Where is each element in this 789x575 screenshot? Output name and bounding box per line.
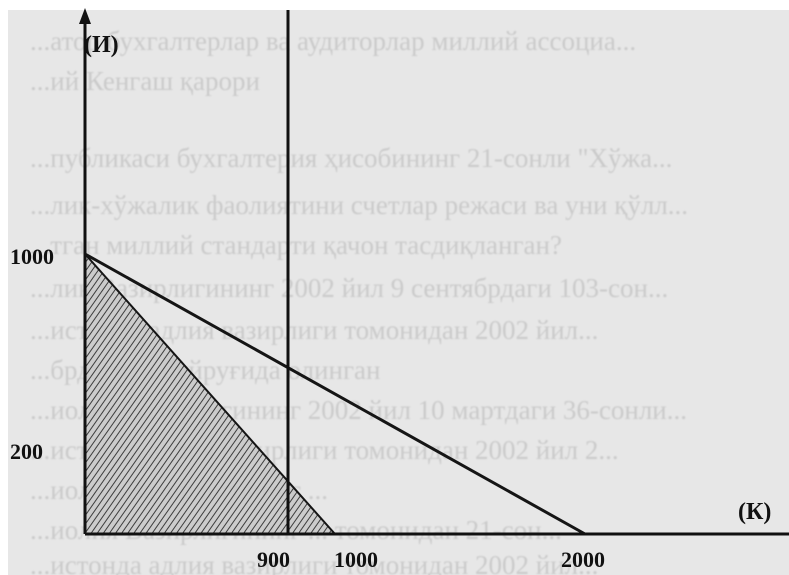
budget-line-outer bbox=[84, 252, 586, 536]
x-tick-label-900: 900 bbox=[257, 547, 290, 572]
background-text-line: ...ий Кенгаш қарори bbox=[30, 66, 260, 96]
y-tick-label-200: 200 bbox=[10, 439, 43, 464]
background-text-line: ...лик Вазирлигининг 2002 йил 9 сентябрд… bbox=[30, 273, 669, 303]
page-left-margin bbox=[0, 0, 8, 575]
x-tick-label-1000: 1000 bbox=[334, 547, 378, 572]
x-axis-label: (К) bbox=[738, 499, 771, 525]
y-axis-label: (И) bbox=[84, 32, 119, 58]
page-top-margin bbox=[0, 0, 789, 10]
background-text-line: ...лик-хўжалик фаолиятини счетлар режаси… bbox=[30, 190, 689, 220]
y-tick-label-1000: 1000 bbox=[10, 244, 54, 269]
y-axis-arrow bbox=[79, 8, 91, 24]
x-tick-label-2000: 2000 bbox=[561, 547, 605, 572]
background-text-line: ...тган миллий стандарти қачон тасдиқлан… bbox=[30, 230, 562, 260]
background-text-line: ...публикаси бухгалтерия ҳисобининг 21-с… bbox=[30, 143, 673, 173]
background-text-line: ...атор бухгалтерлар ва аудиторлар милли… bbox=[30, 26, 637, 56]
background-text-line: ...истонда адлия вазирлиги томонидан 200… bbox=[30, 550, 599, 575]
budget-line-inner bbox=[84, 253, 336, 535]
